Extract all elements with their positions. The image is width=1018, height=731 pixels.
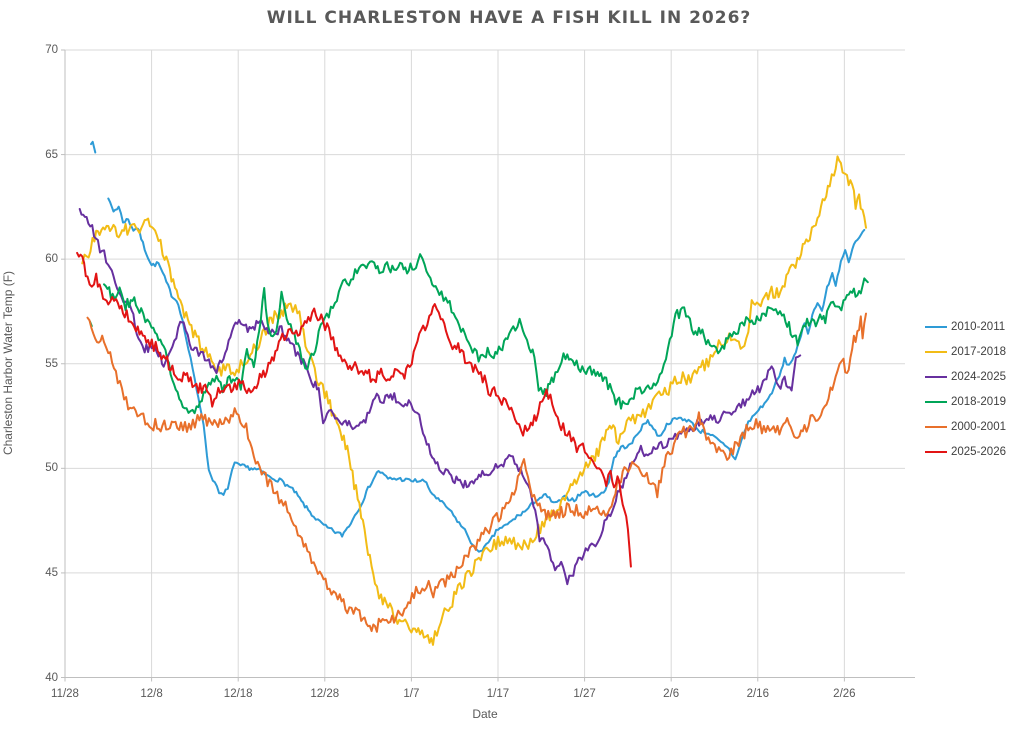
legend: 2010-2011 2017-2018 2024-2025 2018-2019 2000…	[925, 314, 1006, 464]
legend-line-swatch	[925, 450, 947, 453]
legend-item-2025-2026: 2025-2026	[925, 439, 1006, 464]
y-tick-label: 65	[45, 148, 58, 161]
legend-item-2017-2018: 2017-2018	[925, 339, 1006, 364]
x-tick-label: 2/16	[746, 688, 769, 700]
legend-label: 2018-2019	[951, 395, 1006, 408]
legend-line-swatch	[925, 425, 947, 428]
series-line-2010-2011	[107, 197, 866, 553]
legend-item-2010-2011: 2010-2011	[925, 314, 1006, 339]
y-axis-title: Charleston Harbor Water Temp (F)	[1, 270, 15, 456]
x-tick-label: 2/6	[663, 688, 680, 700]
y-tick-label: 55	[45, 357, 58, 370]
x-tick-label: 12/18	[223, 688, 253, 700]
x-tick-label: 1/17	[486, 688, 510, 700]
y-tick-label: 70	[45, 44, 58, 56]
series-line-2010-2011	[90, 140, 97, 154]
x-tick-label: 1/7	[403, 688, 420, 700]
legend-item-2024-2025: 2024-2025	[925, 364, 1006, 389]
x-tick-label: 1/27	[573, 688, 596, 700]
x-tick-label: 12/8	[140, 688, 163, 700]
series-line-2000-2001	[86, 312, 867, 633]
x-tick-label: 12/28	[310, 688, 340, 700]
legend-label: 2024-2025	[951, 370, 1006, 383]
series-line-2017-2018	[81, 155, 867, 646]
legend-line-swatch	[925, 375, 947, 378]
y-tick-label: 40	[45, 671, 58, 684]
y-tick-label: 60	[45, 253, 58, 266]
series-line-2025-2026	[76, 251, 632, 568]
x-tick-label: 11/28	[51, 688, 79, 700]
x-tick-label: 2/26	[833, 688, 856, 700]
legend-item-2000-2001: 2000-2001	[925, 414, 1006, 439]
legend-label: 2000-2001	[951, 420, 1006, 433]
legend-label: 2017-2018	[951, 345, 1006, 358]
series-line-2024-2025	[78, 208, 802, 586]
legend-line-swatch	[925, 400, 947, 403]
legend-line-swatch	[925, 325, 947, 328]
legend-label: 2025-2026	[951, 445, 1006, 458]
y-tick-label: 45	[45, 566, 58, 579]
legend-item-2018-2019: 2018-2019	[925, 389, 1006, 414]
legend-line-swatch	[925, 350, 947, 353]
legend-label: 2010-2011	[951, 320, 1006, 333]
series-line-2018-2019	[103, 253, 869, 415]
chart-title: Will Charleston have a fish kill in 2026…	[266, 8, 752, 28]
x-axis-title: Date	[472, 707, 498, 721]
y-tick-label: 50	[45, 462, 58, 475]
